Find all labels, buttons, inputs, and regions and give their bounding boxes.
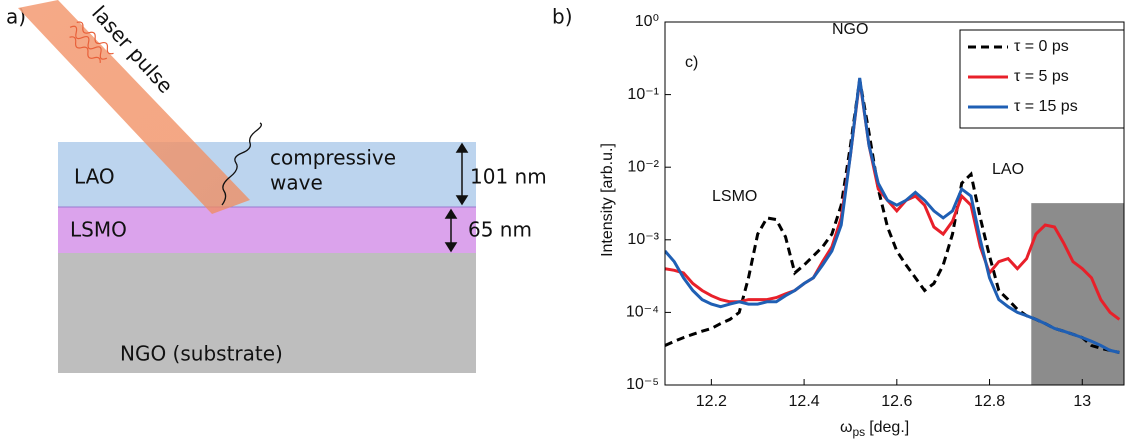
wave-label: wave	[270, 171, 323, 195]
x-tick-label: 13	[1073, 393, 1091, 410]
pulse-icon	[69, 21, 114, 64]
lao-layer	[58, 142, 476, 207]
x-axis-label-part: [deg.]	[869, 419, 909, 436]
lsmo-layer	[58, 207, 476, 253]
panel-label: b)	[552, 5, 573, 29]
chart-title: c)	[685, 54, 698, 71]
y-tick-label: 10⁻³	[627, 231, 659, 248]
y-tick-label: 10⁻⁵	[626, 376, 659, 393]
x-axis-label-part: ω	[840, 419, 853, 436]
x-tick-label: 12.2	[696, 393, 727, 410]
layer-label: LAO	[74, 165, 115, 189]
x-tick-label: 12.4	[789, 393, 820, 410]
legend-label: τ = 15 ps	[1014, 98, 1078, 115]
y-tick-label: 10⁻¹	[627, 86, 659, 103]
thickness-label: 101 nm	[470, 165, 547, 189]
legend-label: τ = 0 ps	[1014, 38, 1069, 55]
x-axis-label: ωps [deg.]	[840, 419, 909, 439]
laser-beam	[18, 0, 250, 214]
thickness-label: 65 nm	[468, 218, 532, 242]
annotation: NGO	[832, 21, 868, 38]
layer-label: NGO (substrate)	[120, 342, 283, 366]
y-tick-label: 10⁻²	[627, 158, 659, 175]
x-tick-label: 12.6	[881, 393, 912, 410]
annotation: LSMO	[712, 188, 757, 205]
shaded-region	[1031, 203, 1124, 385]
wave-squiggle	[221, 122, 262, 206]
x-axis-label-part: ps	[853, 425, 866, 439]
thickness-arrows	[444, 142, 469, 253]
layer-label: LSMO	[70, 218, 127, 242]
y-tick-label: 10⁻⁴	[626, 304, 659, 321]
y-axis-label: Intensity [arb.u.]	[599, 143, 616, 257]
y-tick-label: 10⁰	[635, 13, 659, 30]
legend-label: τ = 5 ps	[1014, 68, 1069, 85]
annotation: LAO	[992, 161, 1024, 178]
wave-label: compressive	[270, 146, 396, 170]
data-line	[665, 77, 1120, 354]
x-tick-label: 12.8	[974, 393, 1005, 410]
plot-frame	[664, 21, 1125, 386]
plot: 10⁻⁵ 10⁻⁴ 10⁻³ 10⁻² 10⁻¹ 10⁰ 12.2 12.4 12.6 12.8 1…	[599, 13, 1125, 439]
ngo-substrate	[58, 253, 476, 373]
